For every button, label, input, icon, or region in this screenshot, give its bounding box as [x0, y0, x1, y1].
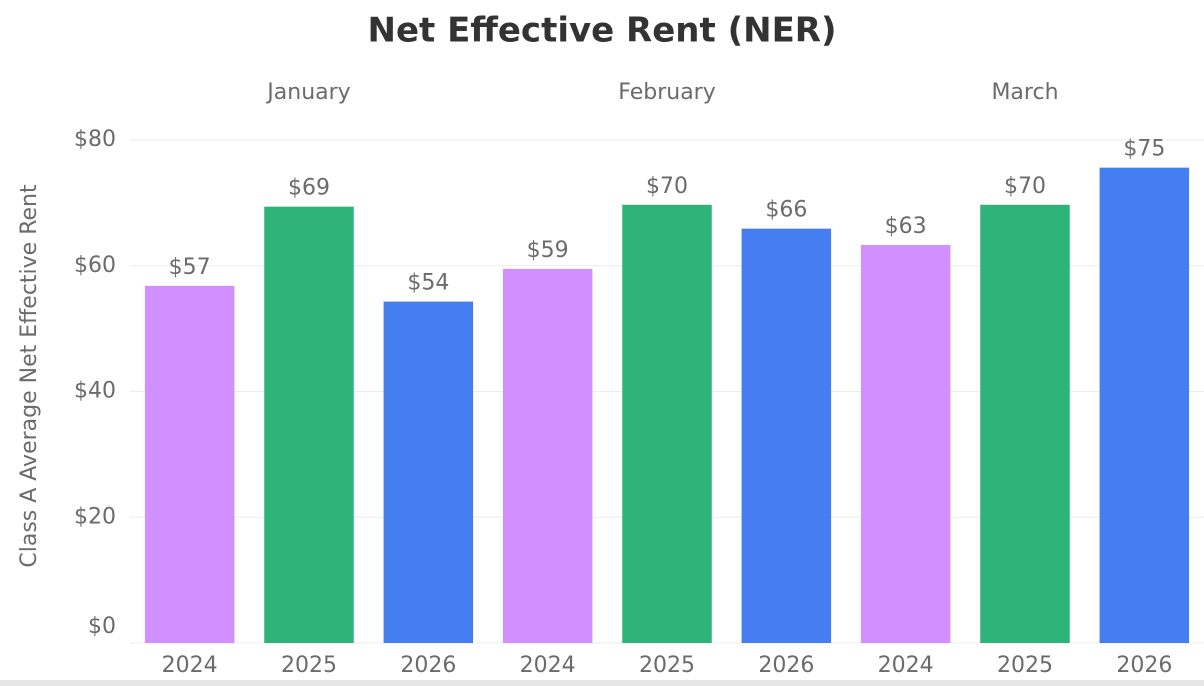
value-label: $70 — [1004, 174, 1046, 199]
y-tick-label: $0 — [88, 614, 116, 639]
x-tick-label: 2026 — [1116, 653, 1172, 678]
bar — [622, 204, 712, 644]
x-tick-label: 2025 — [281, 653, 337, 678]
bar — [980, 204, 1070, 644]
value-label: $75 — [1123, 137, 1165, 162]
bar — [1099, 167, 1190, 644]
value-label: $63 — [885, 214, 927, 239]
y-tick-label: $80 — [74, 127, 116, 152]
y-tick-label: $60 — [74, 253, 116, 278]
group-label: February — [618, 80, 716, 105]
scrollbar — [0, 680, 1204, 686]
x-tick-label: 2024 — [878, 653, 934, 678]
value-label: $57 — [169, 255, 211, 280]
value-label: $69 — [288, 176, 330, 201]
y-tick-label: $40 — [74, 379, 116, 404]
value-label: $70 — [646, 174, 688, 199]
y-tick-label: $20 — [74, 504, 116, 529]
x-tick-label: 2025 — [997, 653, 1053, 678]
bar — [144, 285, 235, 643]
x-tick-label: 2025 — [639, 653, 695, 678]
group-label: January — [265, 80, 350, 105]
value-label: $54 — [407, 271, 449, 296]
value-label: $66 — [765, 198, 807, 223]
x-tick-label: 2026 — [758, 653, 814, 678]
bar — [741, 228, 832, 643]
bar — [860, 245, 951, 643]
bar — [502, 268, 593, 643]
y-axis-label: Class A Average Net Effective Rent — [17, 184, 42, 568]
x-tick-label: 2024 — [162, 653, 218, 678]
chart-title: Net Effective Rent (NER) — [367, 11, 836, 51]
x-tick-label: 2026 — [400, 653, 456, 678]
bar — [264, 206, 354, 643]
group-label: March — [991, 80, 1058, 105]
bar — [383, 301, 474, 643]
value-label: $59 — [527, 238, 569, 263]
x-tick-label: 2024 — [520, 653, 576, 678]
